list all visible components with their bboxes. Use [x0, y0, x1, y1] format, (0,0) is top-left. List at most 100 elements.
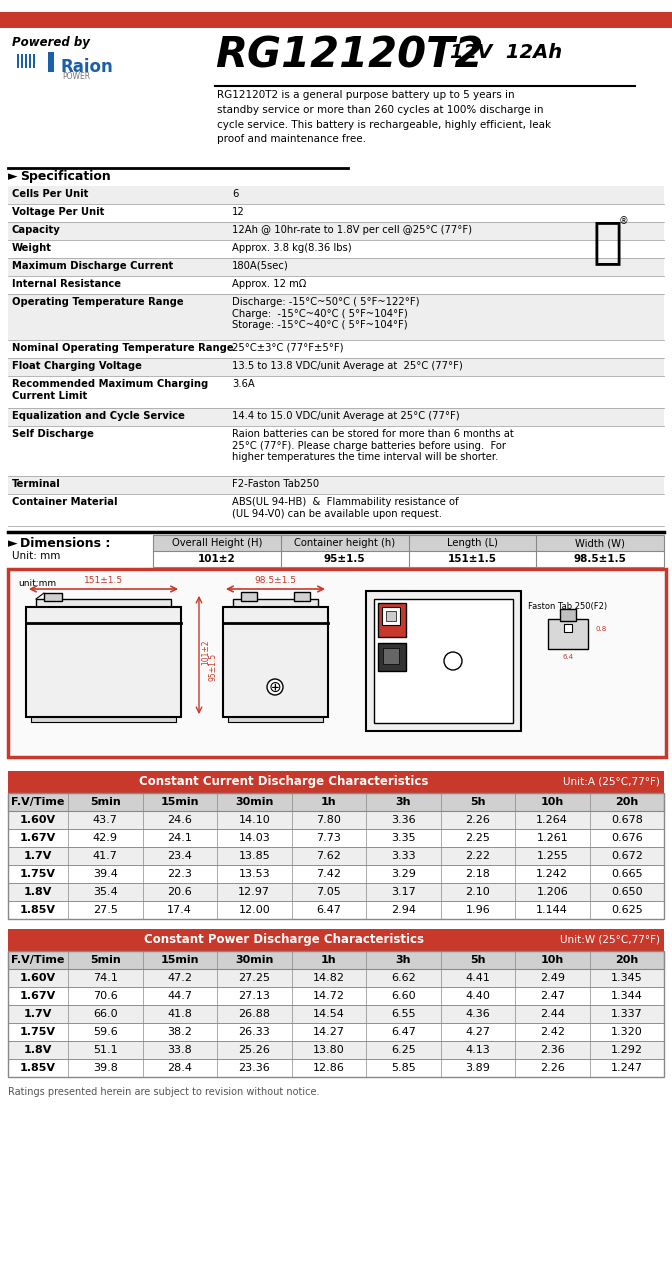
Bar — [378, 643, 406, 671]
Bar — [8, 794, 664, 919]
Text: 5.85: 5.85 — [391, 1062, 415, 1073]
Text: 1.7V: 1.7V — [24, 1009, 52, 1019]
Text: 5min: 5min — [90, 955, 121, 965]
Text: 22.3: 22.3 — [167, 869, 192, 879]
Text: 13.80: 13.80 — [313, 1044, 345, 1055]
Bar — [8, 794, 664, 812]
Circle shape — [267, 678, 283, 695]
Text: Maximum Discharge Current: Maximum Discharge Current — [12, 261, 173, 271]
Bar — [8, 1059, 664, 1076]
Text: 27.5: 27.5 — [93, 905, 118, 915]
Text: 1.345: 1.345 — [611, 973, 642, 983]
Bar — [40, 52, 48, 72]
Text: 6: 6 — [232, 189, 239, 198]
Text: 14.27: 14.27 — [312, 1027, 345, 1037]
Bar — [8, 1041, 664, 1059]
Text: 27.13: 27.13 — [239, 991, 270, 1001]
Text: 2.26: 2.26 — [540, 1062, 564, 1073]
Text: 47.2: 47.2 — [167, 973, 192, 983]
Bar — [223, 607, 328, 717]
Text: 24.6: 24.6 — [167, 815, 192, 826]
Bar — [8, 951, 664, 1076]
Text: Unit:W (25°C,77°F): Unit:W (25°C,77°F) — [560, 934, 660, 945]
Text: 20h: 20h — [615, 797, 638, 806]
Text: F2-Faston Tab250: F2-Faston Tab250 — [232, 479, 319, 489]
Text: F.V/Time: F.V/Time — [11, 797, 65, 806]
Text: Length (L): Length (L) — [447, 538, 498, 548]
Text: 6.47: 6.47 — [317, 905, 341, 915]
Text: 4.27: 4.27 — [465, 1027, 491, 1037]
Text: 27.25: 27.25 — [239, 973, 270, 983]
Text: Raion: Raion — [61, 58, 114, 76]
Text: Unit:A (25°C,77°F): Unit:A (25°C,77°F) — [563, 777, 660, 787]
Bar — [8, 476, 664, 494]
Text: 15min: 15min — [161, 797, 199, 806]
Text: 0.665: 0.665 — [611, 869, 642, 879]
Bar — [8, 570, 666, 756]
Bar — [228, 717, 323, 722]
Text: 14.82: 14.82 — [312, 973, 345, 983]
Text: ►: ► — [8, 538, 17, 550]
Bar — [8, 969, 664, 987]
Text: 38.2: 38.2 — [167, 1027, 192, 1037]
Text: 2.42: 2.42 — [540, 1027, 564, 1037]
Bar — [8, 865, 664, 883]
Text: Recommended Maximum Charging
Current Limit: Recommended Maximum Charging Current Lim… — [12, 379, 208, 401]
Text: Approx. 12 mΩ: Approx. 12 mΩ — [232, 279, 306, 289]
Text: 12V  12Ah: 12V 12Ah — [450, 44, 562, 61]
Bar — [26, 607, 181, 717]
Bar — [8, 276, 664, 294]
Bar — [8, 186, 664, 204]
Text: unit:mm: unit:mm — [18, 579, 56, 588]
Bar — [36, 599, 171, 609]
Text: Internal Resistance: Internal Resistance — [12, 279, 121, 289]
Text: 98.5±1.5: 98.5±1.5 — [255, 576, 296, 585]
Text: 2.10: 2.10 — [466, 887, 490, 897]
Bar — [383, 648, 399, 664]
Text: 180A(5sec): 180A(5sec) — [232, 261, 289, 271]
Bar — [548, 620, 588, 649]
Text: Container height (h): Container height (h) — [294, 538, 395, 548]
Text: 35.4: 35.4 — [93, 887, 118, 897]
Text: 1.85V: 1.85V — [20, 1062, 56, 1073]
Bar — [8, 376, 664, 408]
Text: 26.33: 26.33 — [239, 1027, 270, 1037]
Bar — [8, 883, 664, 901]
Circle shape — [444, 652, 462, 669]
Text: ABS(UL 94-HB)  &  Flammability resistance of
(UL 94-V0) can be available upon re: ABS(UL 94-HB) & Flammability resistance … — [232, 497, 458, 518]
Text: 1.96: 1.96 — [466, 905, 490, 915]
Text: 1.85V: 1.85V — [20, 905, 56, 915]
Bar — [25, 54, 27, 68]
Text: 14.72: 14.72 — [312, 991, 345, 1001]
Text: 10h: 10h — [541, 797, 564, 806]
Text: 26.88: 26.88 — [239, 1009, 270, 1019]
Text: RG12120T2: RG12120T2 — [215, 35, 483, 76]
Text: 0.625: 0.625 — [611, 905, 642, 915]
Text: 98.5±1.5: 98.5±1.5 — [574, 554, 626, 564]
Text: 1.337: 1.337 — [611, 1009, 642, 1019]
Bar — [8, 951, 664, 969]
Bar — [8, 794, 664, 812]
Text: 1.8V: 1.8V — [24, 1044, 52, 1055]
Text: 41.7: 41.7 — [93, 851, 118, 861]
Bar — [8, 883, 664, 901]
Bar — [8, 241, 664, 259]
Text: Self Discharge: Self Discharge — [12, 429, 94, 439]
Text: 10h: 10h — [541, 955, 564, 965]
Text: 0.8: 0.8 — [596, 626, 607, 632]
Text: 151±1.5: 151±1.5 — [84, 576, 123, 585]
Text: 6.47: 6.47 — [391, 1027, 416, 1037]
Bar — [33, 54, 35, 68]
Text: 1.7V: 1.7V — [24, 851, 52, 861]
Text: 23.36: 23.36 — [239, 1062, 270, 1073]
Text: 1.255: 1.255 — [536, 851, 568, 861]
Text: Container Material: Container Material — [12, 497, 118, 507]
Text: Ⓤ: Ⓤ — [593, 218, 623, 266]
Bar — [8, 1005, 664, 1023]
Text: 7.05: 7.05 — [317, 887, 341, 897]
Text: 6.55: 6.55 — [391, 1009, 415, 1019]
Text: 44.7: 44.7 — [167, 991, 192, 1001]
Text: 28.4: 28.4 — [167, 1062, 192, 1073]
Text: Dimensions :: Dimensions : — [20, 538, 110, 550]
Text: 1.60V: 1.60V — [20, 815, 56, 826]
